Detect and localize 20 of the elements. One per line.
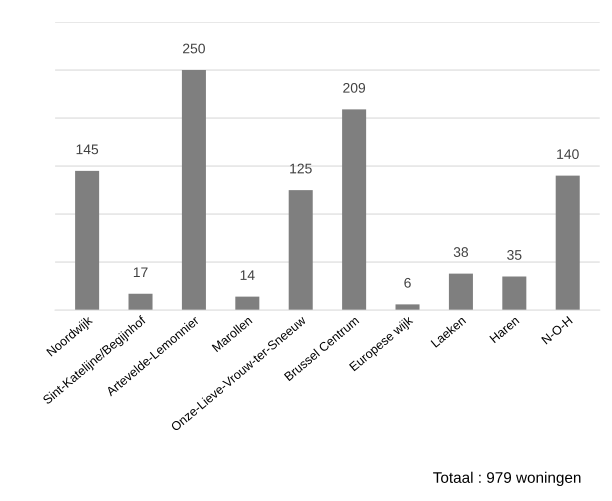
data-label: 140 (557, 149, 579, 160)
data-label: 125 (290, 164, 312, 174)
bar (75, 170, 100, 310)
bar (342, 109, 366, 310)
data-label: 250 (183, 44, 205, 54)
bar (556, 176, 580, 310)
data-label: 35 (507, 250, 522, 260)
data-label: 6 (404, 278, 411, 288)
bar (182, 70, 206, 310)
bar (128, 294, 153, 310)
data-label: 17 (134, 267, 148, 278)
text: Totaal : 979 woningen (433, 472, 580, 486)
data-label: 38 (454, 247, 468, 257)
bar (288, 190, 313, 310)
bar (448, 274, 473, 310)
data-label: 14 (240, 270, 255, 280)
bar (235, 296, 260, 310)
bar (502, 276, 526, 310)
data-label: 145 (76, 144, 98, 154)
data-label: 209 (343, 82, 366, 93)
